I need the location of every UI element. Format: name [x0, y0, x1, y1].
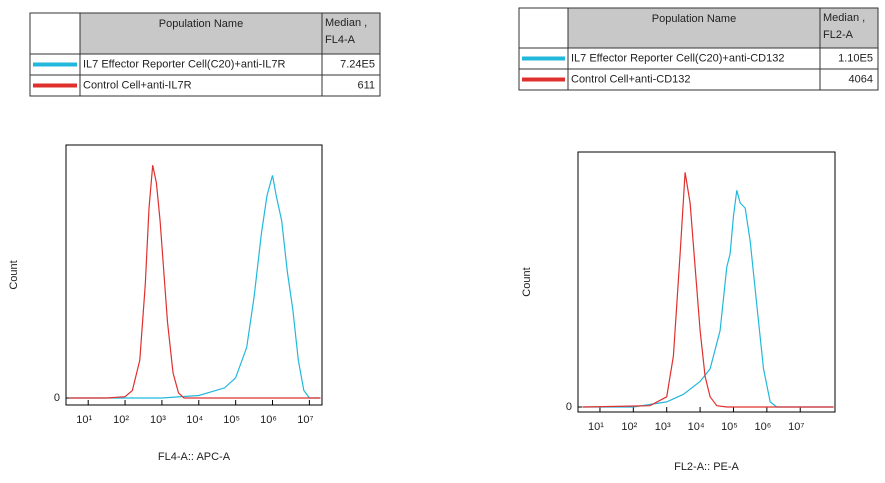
y-tick-label: 0 [54, 392, 60, 404]
table-header: FL4-A [325, 34, 356, 46]
legend-label: Control Cell+anti-CD132 [571, 73, 691, 85]
legend-label: Control Cell+anti-IL7R [83, 79, 192, 91]
table-header: Median , [325, 17, 367, 29]
y-tick-label: 0 [566, 401, 572, 413]
table-border [518, 7, 879, 91]
histogram-line [68, 165, 321, 399]
histogram-line [68, 175, 321, 399]
x-tick-label: 10² [621, 421, 637, 433]
x-tick-label: 10⁵ [721, 421, 738, 433]
header-cell [568, 8, 820, 48]
y-axis-label: Count [8, 260, 20, 289]
x-tick-label: 10² [113, 414, 129, 426]
median-value: 7.24E5 [340, 58, 375, 70]
x-tick-label: 10⁷ [788, 421, 804, 433]
table-header: Population Name [652, 13, 736, 25]
x-tick-label: 10¹ [588, 421, 604, 433]
table-header: Population Name [159, 18, 243, 30]
x-tick-label: 10⁵ [223, 414, 240, 426]
x-axis-label: FL2-A:: PE-A [674, 461, 739, 473]
legend-label: IL7 Effector Reporter Cell(C20)+anti-IL7… [83, 58, 286, 70]
legend-label: IL7 Effector Reporter Cell(C20)+anti-CD1… [571, 52, 784, 64]
header-cell [820, 8, 878, 48]
table-header: Median , [823, 12, 865, 24]
x-tick-label: 10³ [150, 414, 166, 426]
x-tick-label: 10⁶ [754, 421, 771, 433]
plot-frame [577, 151, 836, 413]
x-tick-label: 10⁷ [297, 414, 313, 426]
median-value: 1.10E5 [838, 52, 873, 64]
median-value: 4064 [849, 73, 873, 85]
median-value: 611 [357, 79, 375, 91]
table-header: FL2-A [823, 29, 854, 41]
x-axis-label: FL4-A:: APC-A [158, 451, 231, 463]
x-tick-label: 10⁶ [260, 414, 277, 426]
plot-frame [65, 144, 323, 406]
header-cell [80, 13, 322, 54]
x-tick-label: 10⁴ [186, 414, 203, 426]
histogram-line [582, 172, 834, 408]
histogram-line [582, 190, 834, 408]
x-tick-label: 10¹ [76, 414, 92, 426]
x-tick-label: 10³ [655, 421, 671, 433]
x-tick-label: 10⁴ [688, 421, 705, 433]
y-axis-label: Count [521, 267, 533, 296]
header-cell [322, 13, 380, 54]
